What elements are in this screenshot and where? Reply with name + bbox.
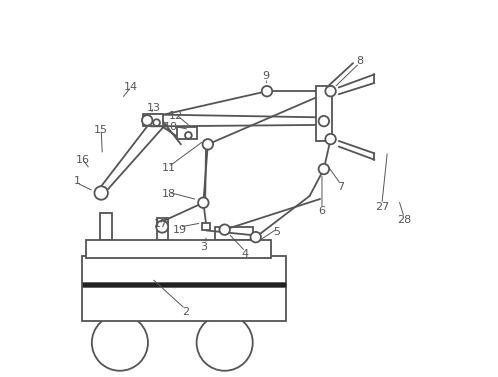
Text: 12: 12 <box>169 110 183 121</box>
Circle shape <box>262 86 272 97</box>
Circle shape <box>92 315 148 371</box>
Bar <box>83 282 286 287</box>
Text: 15: 15 <box>94 126 108 135</box>
Text: 8: 8 <box>356 56 363 66</box>
Bar <box>215 227 253 240</box>
Text: 18: 18 <box>161 189 176 199</box>
Text: 3: 3 <box>201 242 208 251</box>
Bar <box>101 213 112 240</box>
Text: 6: 6 <box>319 206 326 216</box>
Circle shape <box>325 86 336 97</box>
Text: 11: 11 <box>161 163 175 173</box>
Circle shape <box>319 164 329 174</box>
Text: 4: 4 <box>242 249 249 259</box>
Circle shape <box>319 116 329 126</box>
Bar <box>143 114 163 126</box>
Text: 27: 27 <box>374 202 389 212</box>
Bar <box>316 86 332 141</box>
Text: 10: 10 <box>163 122 177 132</box>
Circle shape <box>185 132 192 139</box>
Text: 16: 16 <box>76 155 90 166</box>
Text: 14: 14 <box>124 83 138 92</box>
Circle shape <box>220 224 230 235</box>
Circle shape <box>250 232 261 242</box>
Circle shape <box>198 198 209 208</box>
Circle shape <box>325 134 336 144</box>
Text: 19: 19 <box>173 225 187 234</box>
Text: 17: 17 <box>154 219 168 229</box>
Bar <box>202 223 210 230</box>
Text: 7: 7 <box>337 182 344 192</box>
Bar <box>156 218 168 240</box>
Circle shape <box>203 139 213 150</box>
Text: 5: 5 <box>273 227 280 236</box>
Bar <box>83 256 286 321</box>
Bar <box>86 240 271 258</box>
Text: 9: 9 <box>262 71 269 81</box>
Text: 13: 13 <box>146 103 160 113</box>
Text: 2: 2 <box>182 307 189 317</box>
Circle shape <box>153 119 160 126</box>
Circle shape <box>156 221 168 233</box>
Text: 1: 1 <box>73 176 80 186</box>
Circle shape <box>142 115 152 126</box>
Circle shape <box>95 186 108 200</box>
Text: 28: 28 <box>397 215 411 225</box>
Circle shape <box>197 315 253 371</box>
Bar <box>177 127 197 139</box>
